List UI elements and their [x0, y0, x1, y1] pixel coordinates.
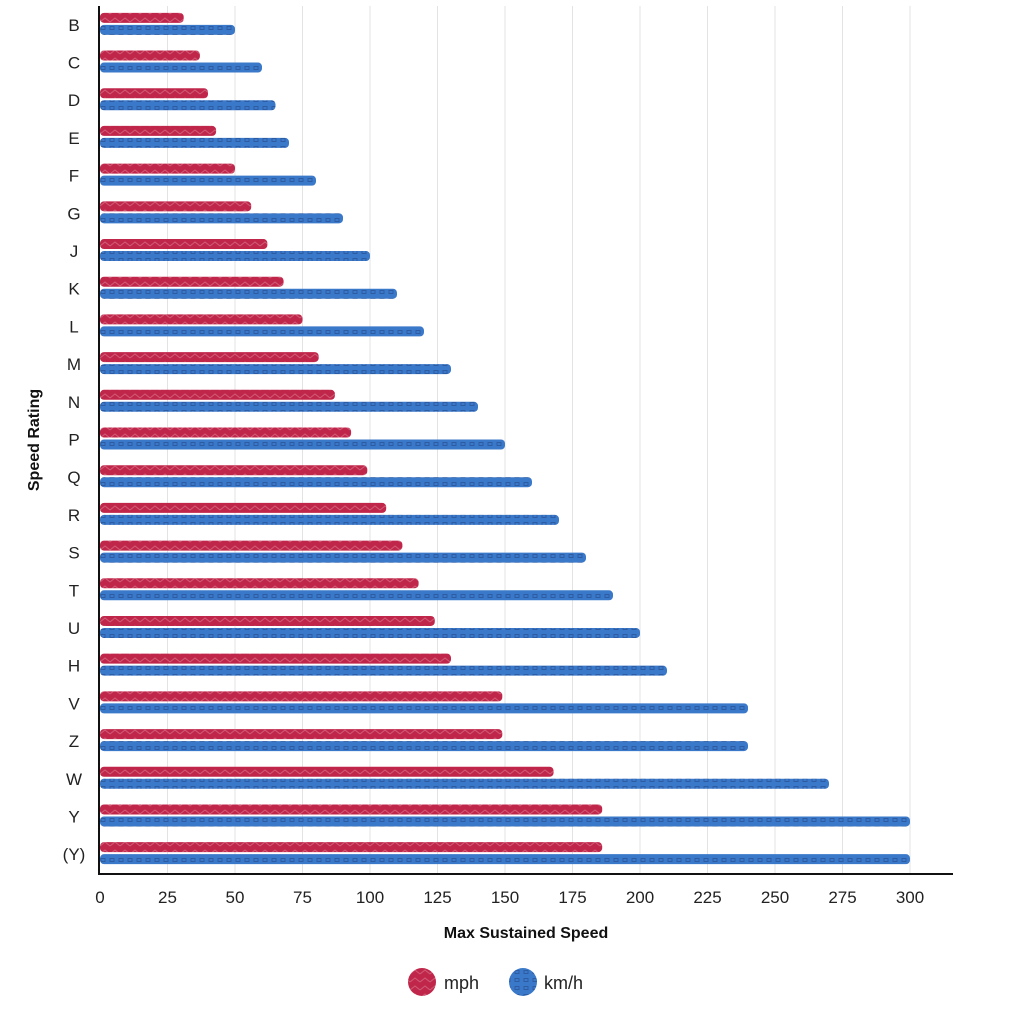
y-tick-label: W	[66, 770, 82, 789]
bar-pattern	[100, 401, 478, 412]
y-tick-label: F	[69, 167, 79, 186]
bar-pattern	[100, 477, 532, 488]
x-tick-label: 250	[761, 888, 789, 907]
y-tick-label: L	[69, 317, 78, 336]
y-tick-label: M	[67, 355, 81, 374]
y-tick-label: E	[68, 129, 79, 148]
bar-pattern	[100, 364, 451, 375]
bar-pattern	[100, 352, 319, 363]
bar-pattern	[100, 590, 613, 601]
bar-pattern	[100, 239, 268, 250]
bar-pattern	[100, 314, 303, 325]
bar-pattern	[100, 100, 276, 111]
bar-pattern	[100, 842, 603, 853]
x-tick-label: 150	[491, 888, 519, 907]
legend-label-kmh: km/h	[544, 973, 583, 993]
legend-label-mph: mph	[444, 973, 479, 993]
bar-pattern	[100, 540, 403, 551]
bar-pattern	[100, 251, 370, 262]
x-tick-label: 125	[423, 888, 451, 907]
bar-pattern	[100, 201, 252, 212]
x-tick-label: 75	[293, 888, 312, 907]
bar-pattern	[100, 627, 640, 638]
x-tick-labels: 0 25 50 75 100 125 150 175 200 225 250 275 300	[95, 888, 924, 907]
y-tick-label: G	[67, 204, 80, 223]
x-tick-label: 300	[896, 888, 924, 907]
bar-pattern	[100, 615, 435, 626]
x-axis-title: Max Sustained Speed	[444, 925, 609, 942]
bar-pattern	[100, 653, 451, 664]
y-tick-label: R	[68, 506, 80, 525]
bar-pattern	[100, 213, 343, 224]
bar-pattern	[100, 389, 335, 400]
y-tick-label: C	[68, 54, 80, 73]
x-tick-label: 175	[558, 888, 586, 907]
bar-pattern	[100, 741, 748, 752]
legend-item-kmh[interactable]: km/h	[509, 968, 583, 996]
bar-pattern	[100, 778, 829, 789]
bars	[100, 12, 910, 865]
y-tick-label: Y	[68, 807, 79, 826]
bar-pattern	[100, 804, 603, 815]
legend: mph km/h	[408, 968, 583, 996]
bar-pattern	[100, 665, 667, 676]
x-tick-label: 100	[356, 888, 384, 907]
y-tick-label: U	[68, 619, 80, 638]
bar-pattern	[100, 62, 262, 73]
y-tick-label: J	[70, 242, 79, 261]
x-tick-label: 50	[226, 888, 245, 907]
bar-pattern	[100, 12, 184, 23]
x-tick-label: 225	[693, 888, 721, 907]
bar-pattern	[100, 552, 586, 563]
y-tick-label: N	[68, 393, 80, 412]
bar-pattern	[100, 125, 217, 136]
y-tick-label: K	[68, 280, 80, 299]
x-tick-label: 275	[828, 888, 856, 907]
bar-pattern	[100, 88, 208, 99]
bar-pattern	[100, 427, 352, 438]
x-tick-label: 25	[158, 888, 177, 907]
y-tick-label: V	[68, 694, 80, 713]
bar-pattern	[100, 326, 424, 337]
x-tick-label: 0	[95, 888, 104, 907]
bar-pattern	[100, 766, 554, 777]
bar-pattern	[100, 24, 235, 35]
y-tick-label: H	[68, 657, 80, 676]
y-tick-label: T	[69, 581, 79, 600]
bar-pattern	[100, 163, 235, 174]
bar-pattern	[100, 288, 397, 299]
y-axis-title: Speed Rating	[26, 389, 43, 491]
y-tick-label: S	[68, 544, 79, 563]
x-tick-label: 200	[626, 888, 654, 907]
bar-pattern	[100, 691, 503, 702]
y-tick-label: Z	[69, 732, 79, 751]
bar-pattern	[100, 50, 200, 61]
bar-pattern	[100, 465, 368, 476]
bar-pattern	[100, 276, 284, 287]
y-tick-label: (Y)	[63, 845, 86, 864]
bar-pattern	[100, 854, 910, 865]
bar-pattern	[100, 137, 289, 148]
bar-pattern	[100, 578, 419, 589]
y-tick-label: D	[68, 91, 80, 110]
y-tick-label: Q	[67, 468, 80, 487]
legend-item-mph[interactable]: mph	[408, 968, 479, 996]
bar-pattern	[100, 502, 387, 513]
y-tick-label: P	[68, 431, 79, 450]
y-tick-label: B	[68, 16, 79, 35]
bar-pattern	[100, 703, 748, 714]
bar-pattern	[100, 816, 910, 827]
bar-pattern	[100, 439, 505, 450]
bar-pattern	[100, 514, 559, 525]
bar-pattern	[100, 729, 503, 740]
bar-pattern	[100, 175, 316, 186]
